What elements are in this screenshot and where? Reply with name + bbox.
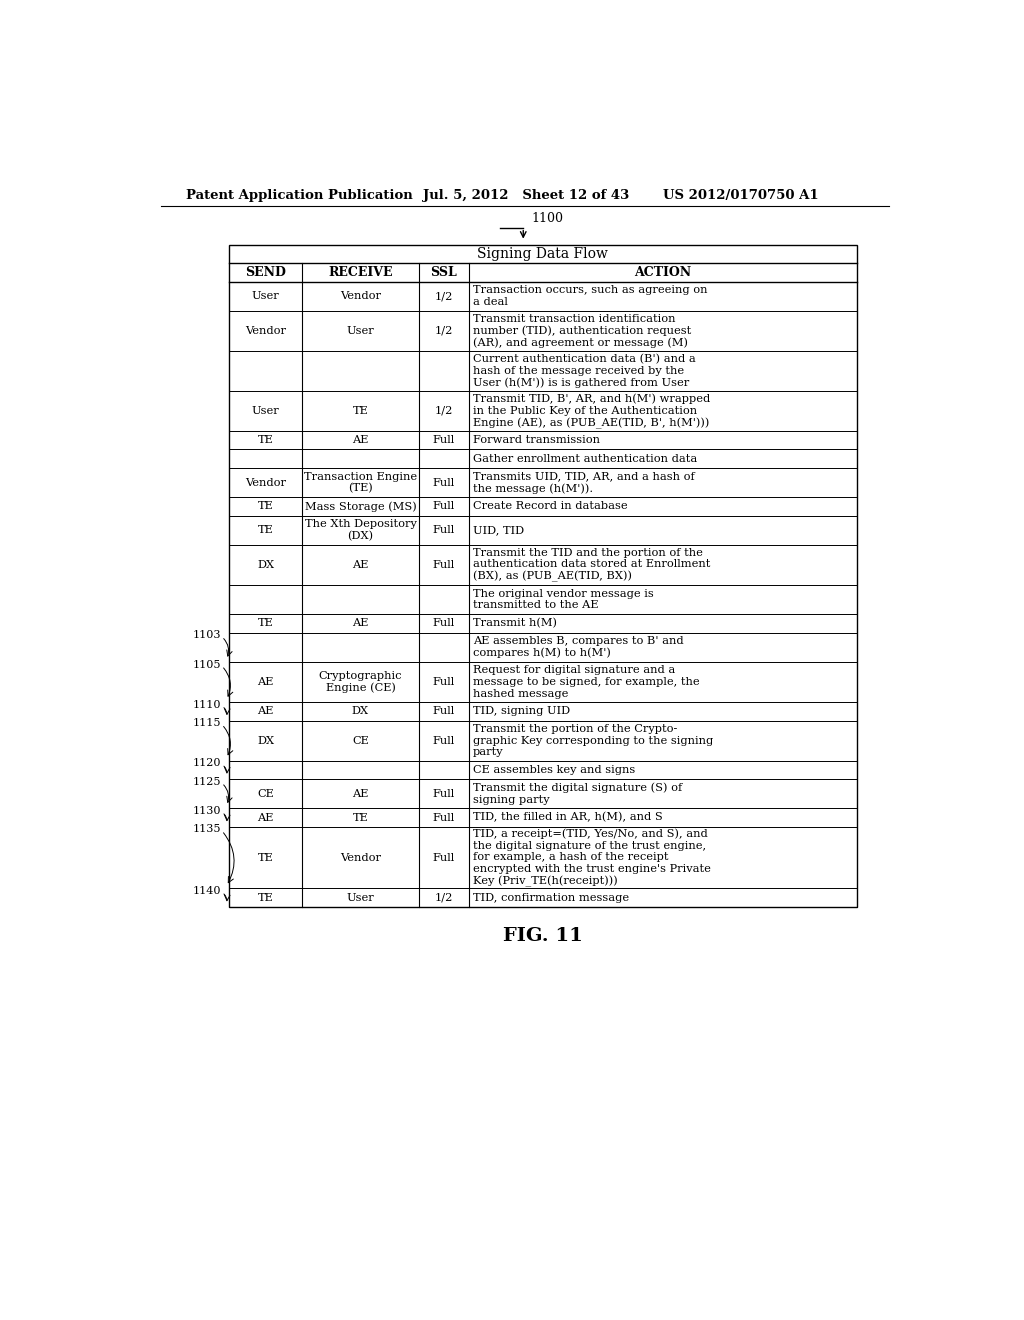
Text: TE: TE: [258, 892, 273, 903]
Bar: [228, 244, 856, 907]
Text: AE: AE: [257, 677, 273, 686]
Text: TE: TE: [258, 853, 273, 862]
Text: 1130: 1130: [193, 807, 221, 816]
Text: US 2012/0170750 A1: US 2012/0170750 A1: [663, 189, 818, 202]
Text: FIG. 11: FIG. 11: [503, 927, 583, 945]
Text: Transmit the digital signature (S) of
signing party: Transmit the digital signature (S) of si…: [473, 783, 682, 805]
Text: AE: AE: [257, 813, 273, 822]
Text: RECEIVE: RECEIVE: [329, 265, 393, 279]
Text: 1/2: 1/2: [434, 326, 453, 335]
Text: SSL: SSL: [430, 265, 457, 279]
Text: TE: TE: [352, 813, 369, 822]
Text: Transaction Engine
(TE): Transaction Engine (TE): [304, 471, 417, 494]
Text: AE: AE: [352, 788, 369, 799]
Text: 1110: 1110: [193, 700, 221, 710]
Text: TID, confirmation message: TID, confirmation message: [473, 892, 629, 903]
Text: Current authentication data (B') and a
hash of the message received by the
User : Current authentication data (B') and a h…: [473, 354, 695, 388]
Text: Vendor: Vendor: [245, 478, 286, 487]
Text: Full: Full: [433, 788, 455, 799]
Text: 1115: 1115: [193, 718, 221, 729]
Text: 1103: 1103: [193, 631, 221, 640]
Text: Signing Data Flow: Signing Data Flow: [477, 247, 608, 261]
Text: User: User: [347, 326, 375, 335]
Text: Transmit the portion of the Crypto-
graphic Key corresponding to the signing
par: Transmit the portion of the Crypto- grap…: [473, 723, 713, 758]
Text: TE: TE: [258, 619, 273, 628]
Text: 1105: 1105: [193, 660, 221, 669]
Text: AE: AE: [257, 706, 273, 717]
Text: Vendor: Vendor: [340, 853, 381, 862]
Text: DX: DX: [257, 560, 274, 570]
Text: Mass Storage (MS): Mass Storage (MS): [304, 502, 417, 512]
Text: Full: Full: [433, 478, 455, 487]
Text: UID, TID: UID, TID: [473, 525, 524, 536]
Text: Jul. 5, 2012   Sheet 12 of 43: Jul. 5, 2012 Sheet 12 of 43: [423, 189, 629, 202]
Text: AE: AE: [352, 560, 369, 570]
Text: TE: TE: [258, 436, 273, 445]
Text: Vendor: Vendor: [340, 292, 381, 301]
Text: AE assembles B, compares to B' and
compares h(M) to h(M'): AE assembles B, compares to B' and compa…: [473, 636, 683, 659]
Text: 1125: 1125: [193, 776, 221, 787]
Text: ACTION: ACTION: [634, 265, 691, 279]
Text: Patent Application Publication: Patent Application Publication: [186, 189, 413, 202]
Text: Forward transmission: Forward transmission: [473, 436, 600, 445]
Text: Cryptographic
Engine (CE): Cryptographic Engine (CE): [318, 671, 402, 693]
Text: Full: Full: [433, 813, 455, 822]
Text: TE: TE: [258, 502, 273, 511]
Text: Transmit TID, B', AR, and h(M') wrapped
in the Public Key of the Authentication
: Transmit TID, B', AR, and h(M') wrapped …: [473, 393, 710, 429]
Text: The Xth Depository
(DX): The Xth Depository (DX): [304, 519, 417, 541]
Text: 1135: 1135: [193, 825, 221, 834]
Text: Full: Full: [433, 525, 455, 536]
Text: DX: DX: [257, 735, 274, 746]
Text: Request for digital signature and a
message to be signed, for example, the
hashe: Request for digital signature and a mess…: [473, 665, 699, 698]
Text: Transmit transaction identification
number (TID), authentication request
(AR), a: Transmit transaction identification numb…: [473, 314, 691, 348]
Text: 1/2: 1/2: [434, 407, 453, 416]
Text: Full: Full: [433, 436, 455, 445]
Text: Full: Full: [433, 619, 455, 628]
Text: TID, signing UID: TID, signing UID: [473, 706, 570, 717]
Text: TE: TE: [258, 525, 273, 536]
Text: Full: Full: [433, 853, 455, 862]
Text: CE: CE: [352, 735, 369, 746]
Text: 1/2: 1/2: [434, 892, 453, 903]
Text: The original vendor message is
transmitted to the AE: The original vendor message is transmitt…: [473, 589, 653, 610]
Text: TID, the filled in AR, h(M), and S: TID, the filled in AR, h(M), and S: [473, 812, 663, 822]
Text: Full: Full: [433, 677, 455, 686]
Text: SEND: SEND: [245, 265, 286, 279]
Text: 1/2: 1/2: [434, 292, 453, 301]
Text: Create Record in database: Create Record in database: [473, 502, 628, 511]
Text: Full: Full: [433, 706, 455, 717]
Text: User: User: [252, 292, 280, 301]
Text: Transmits UID, TID, AR, and a hash of
the message (h(M')).: Transmits UID, TID, AR, and a hash of th…: [473, 471, 694, 494]
Text: AE: AE: [352, 436, 369, 445]
Text: Transmit h(M): Transmit h(M): [473, 618, 557, 628]
Text: CE: CE: [257, 788, 274, 799]
Text: AE: AE: [352, 619, 369, 628]
Text: Full: Full: [433, 560, 455, 570]
Text: Vendor: Vendor: [245, 326, 286, 335]
Text: Full: Full: [433, 502, 455, 511]
Text: 1120: 1120: [193, 758, 221, 768]
Text: Full: Full: [433, 735, 455, 746]
Text: User: User: [347, 892, 375, 903]
Text: 1140: 1140: [193, 886, 221, 896]
Text: TE: TE: [352, 407, 369, 416]
Text: TID, a receipt=(TID, Yes/No, and S), and
the digital signature of the trust engi: TID, a receipt=(TID, Yes/No, and S), and…: [473, 829, 711, 887]
Text: Transaction occurs, such as agreeing on
a deal: Transaction occurs, such as agreeing on …: [473, 285, 708, 308]
Text: User: User: [252, 407, 280, 416]
Text: CE assembles key and signs: CE assembles key and signs: [473, 764, 635, 775]
Text: 1100: 1100: [531, 211, 563, 224]
Text: Gather enrollment authentication data: Gather enrollment authentication data: [473, 454, 697, 463]
Text: DX: DX: [352, 706, 369, 717]
Text: Transmit the TID and the portion of the
authentication data stored at Enrollment: Transmit the TID and the portion of the …: [473, 548, 711, 582]
